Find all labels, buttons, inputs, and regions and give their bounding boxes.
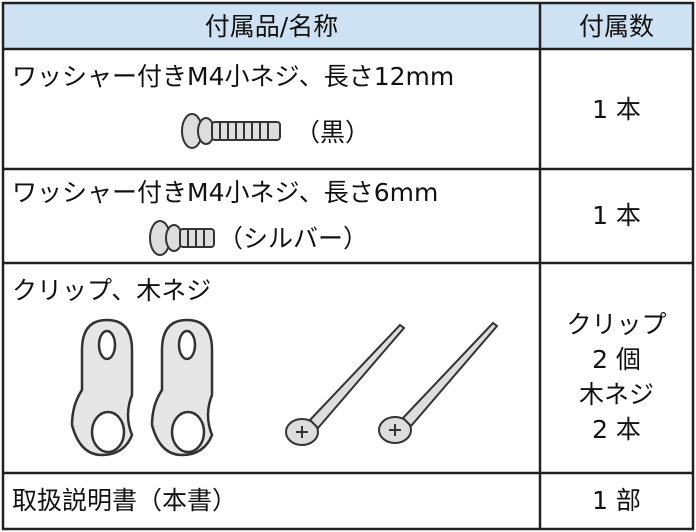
item-note: （シルバー） [218,224,369,253]
item-count: クリップ [566,310,667,339]
header-cell: 付属品/名称 [204,12,339,41]
item-name: ワッシャー付きM4小ネジ、長さ12mm [12,62,455,91]
item-name: クリップ、木ネジ [12,276,212,305]
item-count: 2 本 [592,415,641,444]
item-count: 1 本 [592,201,641,230]
item-count: 1 本 [592,95,641,124]
clip-icon [70,318,214,457]
header-cell: 付属数 [578,12,654,41]
item-count: 木ネジ [578,380,654,409]
screw-icon [149,220,215,256]
item-count: 1 部 [592,486,641,515]
item-name: ワッシャー付きM4小ネジ、長さ6mm [12,178,439,207]
screw-icon [181,113,281,149]
item-note: （黒） [295,118,371,147]
item-name: 取扱説明書（本書） [12,486,238,515]
wood-screw-icon [285,321,499,446]
header-bg [3,3,693,49]
item-count: 2 個 [592,345,641,374]
